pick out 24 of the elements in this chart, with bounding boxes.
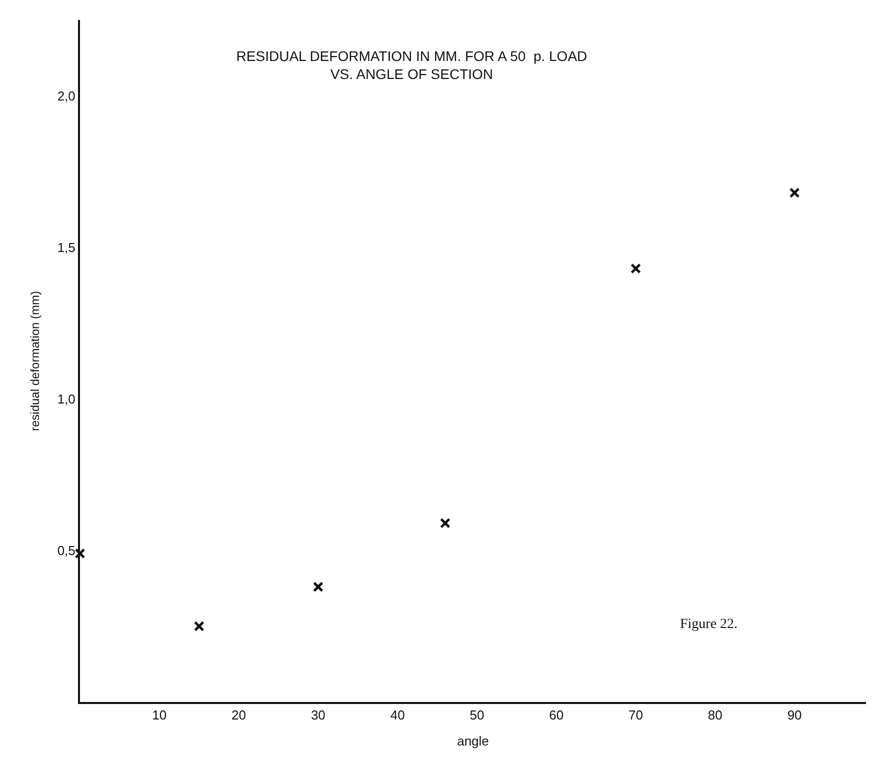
point (312, 582, 324, 592)
x-tick-label: 40 (390, 708, 405, 723)
point (74, 548, 86, 559)
y-tick-label: 2,0 (57, 88, 76, 104)
y-tick-label: 1,0 (57, 391, 76, 406)
x-tick-label: 50 (470, 708, 484, 723)
y-tick-label: 0,5 (57, 542, 76, 558)
x-tick-label: 60 (549, 708, 564, 723)
point (789, 188, 800, 198)
y-tick-label: 1,5 (57, 240, 76, 255)
point (440, 518, 450, 528)
x-tick-label: 30 (310, 708, 326, 723)
x-tick-label: 20 (232, 708, 246, 723)
text: VS. ANGLE OF SECTION (330, 66, 494, 82)
y-axis-title: residual deformation (mm) (28, 290, 42, 432)
x-tick-label: 80 (708, 708, 722, 723)
x-tick-label: 10 (152, 708, 167, 723)
x-axis-title: angle (457, 734, 489, 749)
point (630, 263, 642, 274)
x-tick-label: 90 (787, 708, 802, 723)
text: RESIDUAL DEFORMATION IN MM. FOR A 50 p. LOAD (236, 48, 588, 64)
point (194, 620, 204, 632)
x-tick-label: 70 (628, 708, 643, 723)
annotation: Figure 22. (680, 617, 738, 632)
